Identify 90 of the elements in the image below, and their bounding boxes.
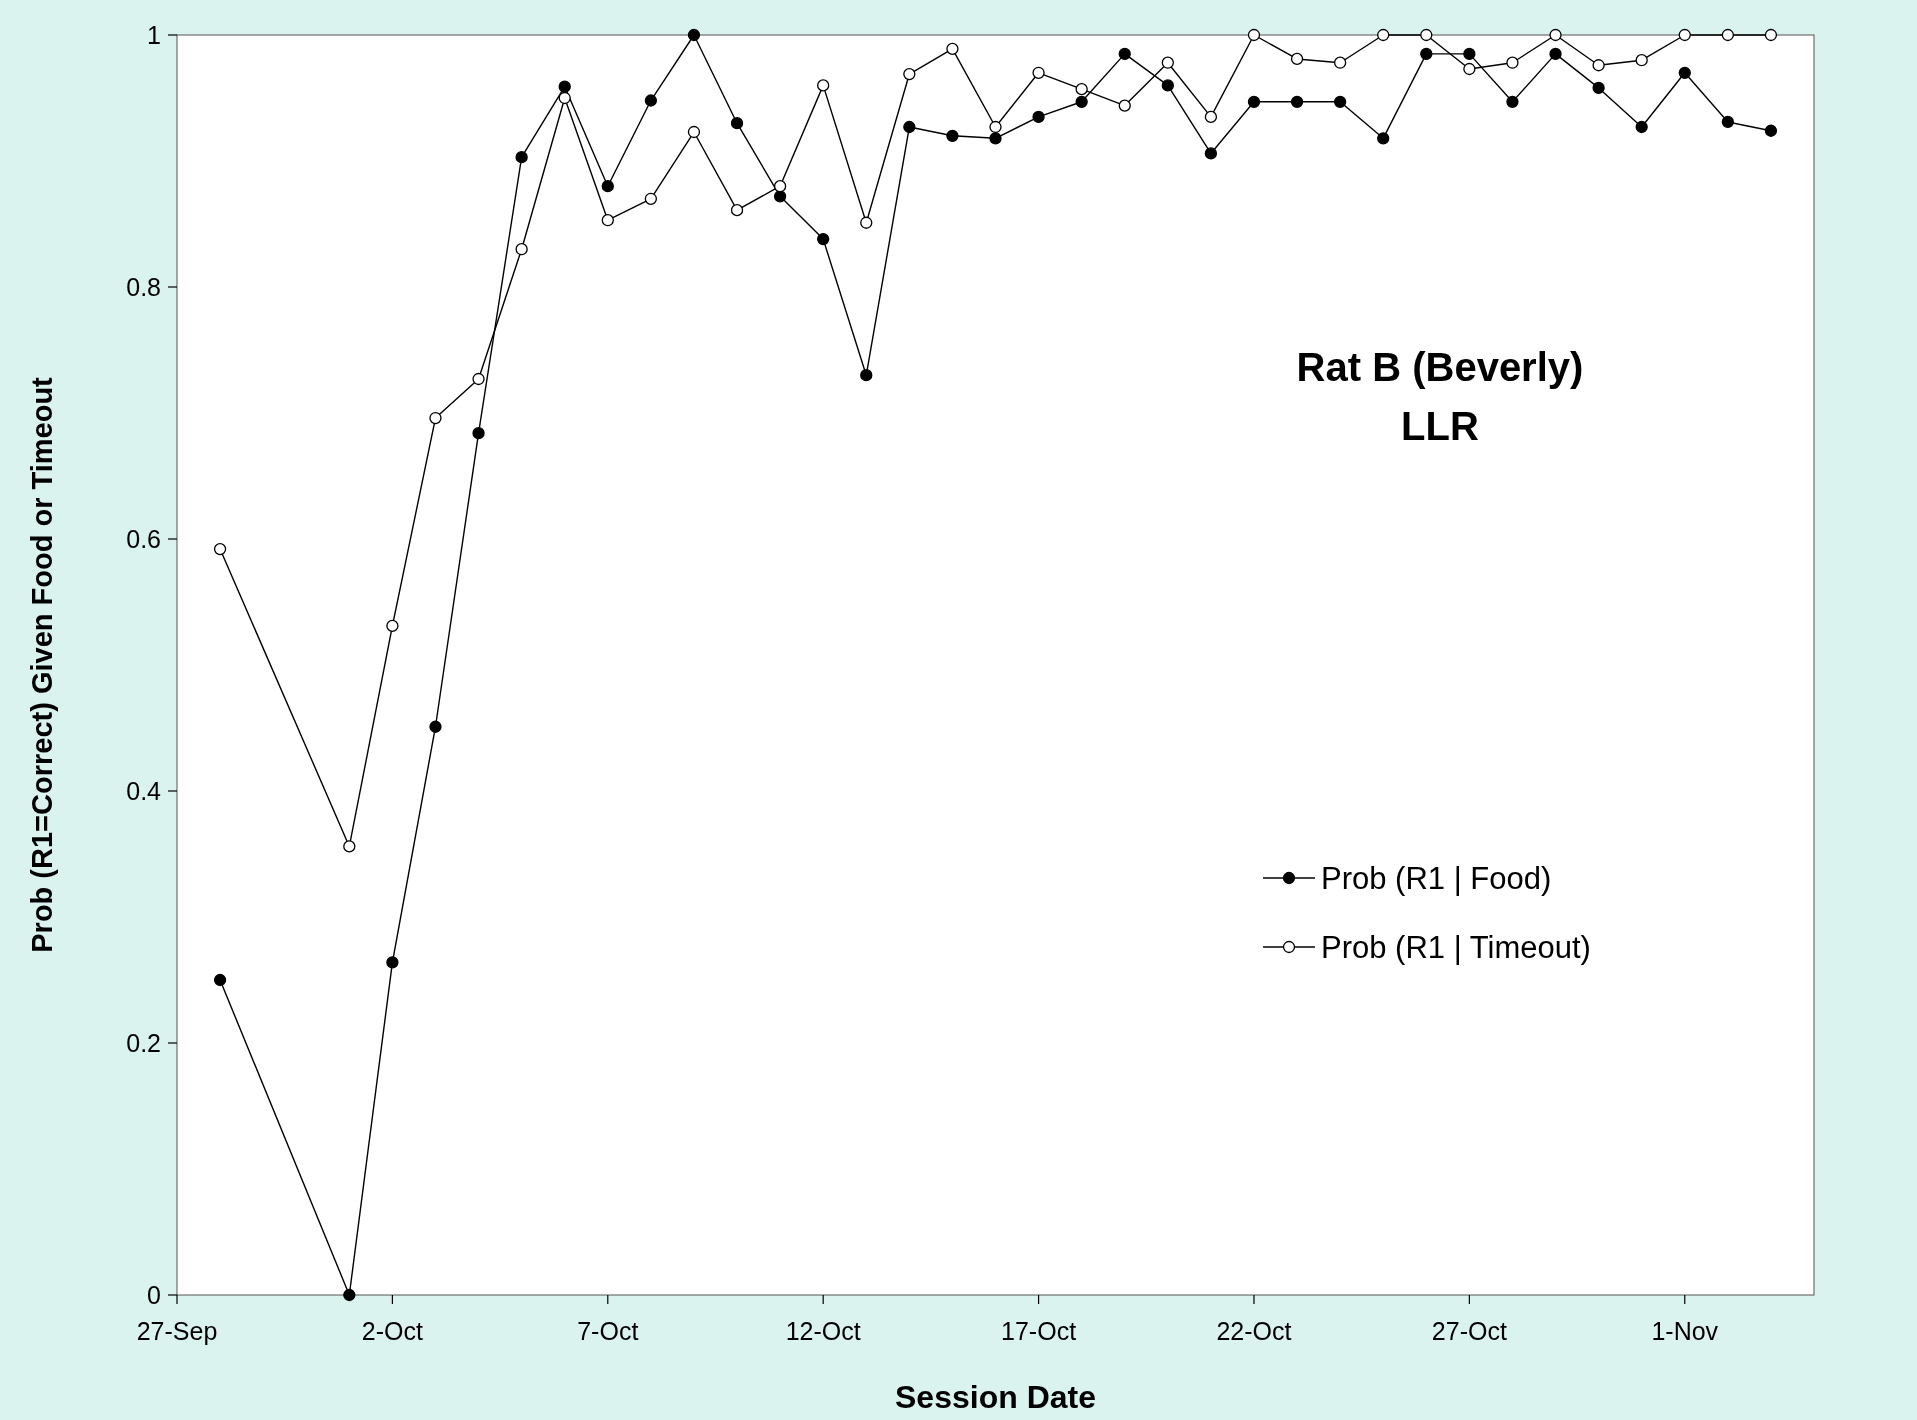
point [1678,28,1691,42]
point [515,243,528,256]
y-tick-label: 0.6 [126,524,161,553]
point [1592,59,1605,72]
x-tick-label: 7-Oct [577,1317,639,1345]
point [386,619,399,633]
point [1721,28,1734,42]
y-axis-title: Prob (R1=Correct) Given Food or Timeout [26,376,58,953]
point [946,42,959,56]
point [558,80,571,93]
point [1075,83,1088,96]
point [773,180,787,193]
point [515,151,528,164]
point [1463,47,1476,61]
point [1333,56,1347,69]
point [601,214,614,227]
point [1377,132,1390,145]
point [1118,99,1131,112]
point [1290,52,1304,66]
point [903,67,916,81]
point [1420,47,1433,61]
x-tick-label: 1-Nov [1651,1317,1719,1345]
point [1549,47,1562,61]
point [429,720,442,733]
point [601,180,614,193]
point [213,973,227,987]
point [860,369,873,382]
point [1204,147,1218,160]
point [1506,56,1519,69]
point [1764,28,1778,42]
point [989,120,1002,134]
point [644,94,658,107]
legend-label: Prob (R1 | Timeout) [1321,929,1591,965]
point [472,372,485,386]
x-tick-label: 22-Oct [1216,1317,1292,1345]
point [989,132,1002,145]
point [386,956,399,969]
point [1075,95,1088,108]
x-axis-title: Session Date [895,1379,1096,1415]
point [1247,95,1261,108]
point [1032,110,1045,124]
point [1161,79,1174,92]
point [730,203,744,217]
point [1333,95,1347,108]
y-tick-label: 0.2 [126,1028,161,1057]
point [687,28,701,42]
point [1377,28,1390,42]
point [1290,95,1304,108]
y-tick-label: 0.4 [126,776,162,805]
point [1247,28,1261,42]
point [1506,95,1519,108]
x-tick-label: 27-Oct [1431,1317,1507,1345]
point [1549,28,1562,42]
x-tick-label: 17-Oct [1001,1317,1077,1345]
point [1161,56,1174,69]
y-tick-label: 1 [147,20,161,49]
point [1592,81,1605,95]
x-tick-label: 12-Oct [785,1317,861,1345]
point [1463,62,1476,76]
x-tick-label: 27-Sep [136,1317,218,1345]
point [1635,120,1648,134]
point [730,117,744,130]
point [213,542,227,556]
point [1420,28,1433,42]
point [429,411,442,425]
point [860,216,873,229]
text: LLR [1401,404,1479,448]
y-tick-label: 0 [147,1280,161,1309]
point [903,120,916,134]
point [773,190,787,203]
point [1204,110,1218,124]
point [343,840,356,853]
point [1678,66,1691,79]
point [644,192,658,205]
point [558,91,571,105]
point [343,1288,356,1302]
point [1118,47,1131,61]
point [1721,115,1734,129]
text: Rat B (Beverly) [1296,345,1584,389]
point [1635,54,1648,67]
point [946,129,959,142]
legend-label: Prob (R1 | Food) [1321,860,1552,896]
point [1032,66,1045,79]
point [1764,124,1778,137]
point [687,125,701,139]
y-tick-label: 0.8 [126,272,161,301]
point [472,427,485,440]
point [817,79,830,92]
x-tick-label: 2-Oct [361,1317,424,1345]
point [817,232,830,246]
